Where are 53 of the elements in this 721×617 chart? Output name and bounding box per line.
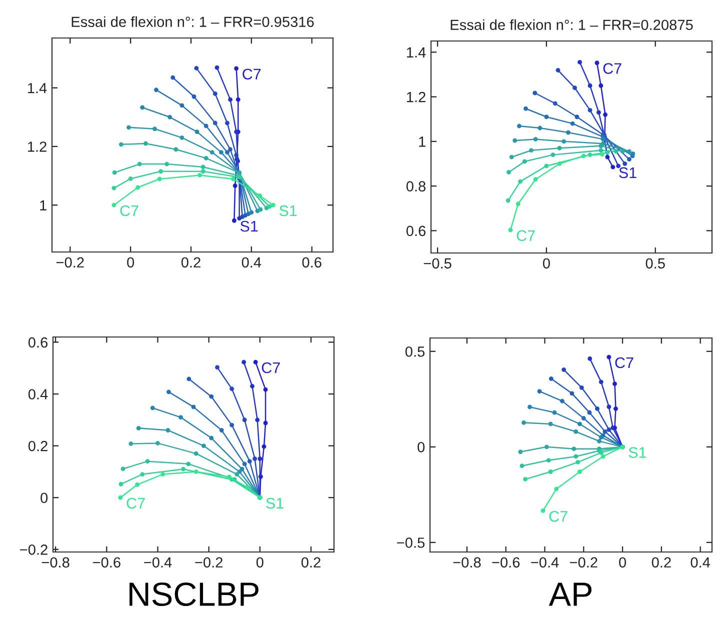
x-tick-label: 0.4: [690, 557, 710, 568]
x-tick-label: −0.8: [42, 557, 70, 568]
chart-title: Essai de flexion n°: 1 – FRR=0.20875: [450, 19, 693, 30]
annotation: C7: [516, 230, 535, 242]
annotation: C7: [549, 510, 568, 522]
x-tick-label: −0.6: [492, 557, 520, 568]
x-tick-label: 0.2: [652, 557, 671, 568]
annotation: C7: [615, 357, 634, 368]
y-tick-label: 1.2: [28, 142, 46, 152]
x-tick-label: 0.6: [302, 257, 322, 268]
x-axis-title: AP: [548, 582, 592, 606]
y-tick-label: 1: [419, 136, 426, 147]
x-tick-label: 0.2: [301, 557, 320, 568]
y-tick-label: 1.4: [28, 83, 47, 94]
chart-title: Essai de flexion n°: 1 – FRR=0.95316: [72, 16, 314, 28]
x-tick-label: −0.2: [195, 557, 222, 568]
x-tick-label: 0: [619, 557, 626, 568]
x-tick-label: −0.6: [92, 557, 120, 568]
annotation: C7: [120, 205, 138, 216]
x-tick-label: −0.2: [56, 257, 84, 268]
x-tick-label: 0.2: [181, 257, 200, 268]
annotation: S1: [628, 447, 646, 458]
annotation: S1: [266, 498, 284, 509]
x-tick-label: −0.2: [570, 557, 598, 568]
x-tick-label: −0.4: [531, 557, 559, 568]
x-axis-title: NSCLBP: [130, 582, 258, 606]
annotation: C7: [242, 68, 261, 80]
y-tick-label: 0.6: [28, 337, 48, 348]
y-tick-label: −0.2: [20, 544, 48, 555]
x-tick-label: −0.8: [453, 557, 481, 568]
x-tick-label: 0: [256, 557, 264, 568]
x-tick-label: 0: [542, 258, 550, 269]
y-tick-label: 0.5: [405, 346, 425, 357]
x-tick-label: 0.5: [646, 258, 665, 269]
y-tick-label: 0: [40, 492, 48, 504]
y-tick-label: 0: [418, 442, 425, 452]
x-tick-label: 0.4: [242, 257, 262, 268]
annotation: C7: [603, 63, 622, 74]
y-tick-label: 1.4: [406, 47, 426, 58]
y-tick-label: 0.4: [28, 389, 48, 400]
x-tick-label: −0.4: [144, 557, 172, 568]
annotation: S1: [619, 167, 636, 178]
y-tick-label: 0.2: [28, 440, 48, 452]
annotation: C7: [126, 498, 145, 509]
y-tick-label: 1: [40, 200, 46, 210]
annotation: S1: [279, 205, 297, 216]
y-tick-label: 0.8: [406, 181, 426, 192]
x-tick-label: 0: [127, 257, 134, 268]
y-tick-label: −0.5: [397, 538, 425, 548]
y-tick-label: 1.2: [406, 92, 426, 102]
y-tick-label: 0.6: [406, 226, 426, 236]
annotation: S1: [240, 220, 258, 232]
annotation: C7: [262, 362, 280, 374]
